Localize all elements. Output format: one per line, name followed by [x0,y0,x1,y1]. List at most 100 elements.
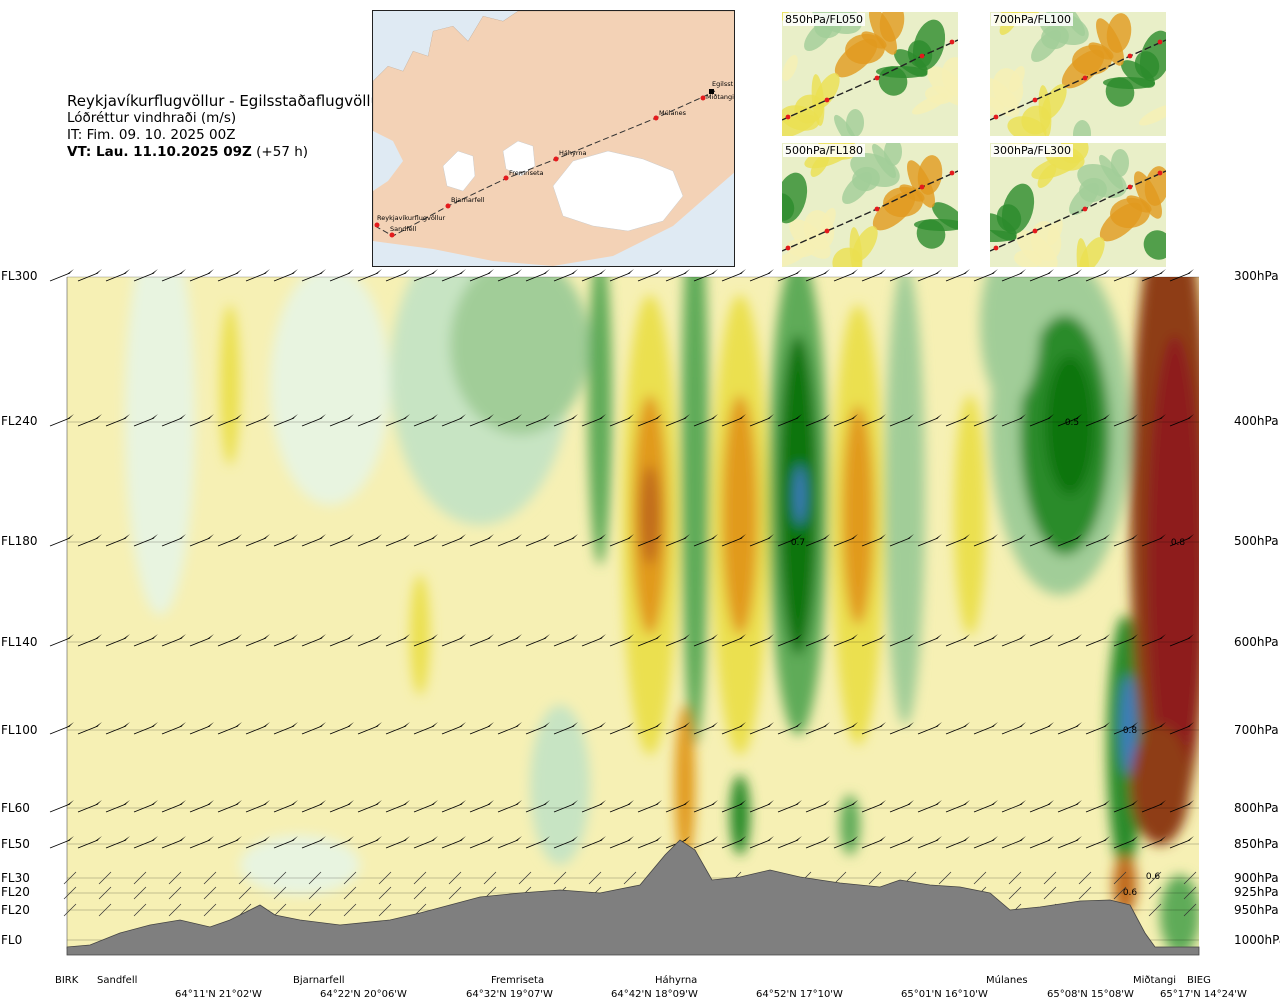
thumb-blob [1009,65,1025,93]
hpa-label-5: 800hPa [1234,801,1279,815]
wind-barb-100 [553,534,578,547]
wind-barb-292 [238,871,252,885]
wind-barb-224 [581,800,606,813]
thumb-waypoint [874,75,880,81]
wind-barb-226 [637,800,662,813]
wind-barb-313 [973,871,987,885]
wind-barb-40 [1169,269,1194,282]
thumb-500[interactable]: 500hPa/FL180 [782,143,958,267]
fl-label-4: FL100 [1,723,38,737]
wind-barb-188 [721,722,746,735]
wind-barb-212 [245,800,270,813]
wind-barb-71 [889,414,914,427]
wind-barb-326 [273,886,287,900]
wind-barb-79 [1113,414,1138,427]
wind-barb-45 [161,414,186,427]
wind-barb-153 [889,634,914,647]
thumb-blob [990,213,1018,241]
wind-barb-322 [133,886,147,900]
wind-barb-117 [1029,534,1054,547]
wind-barb-15 [469,269,494,282]
wind-barb-323 [168,886,182,900]
wind-barb-115 [973,534,998,547]
wind-barb-165 [77,722,102,735]
wind-barb-66 [749,414,774,427]
contour-blob-23 [980,277,1040,405]
wind-barb-29 [861,269,886,282]
wind-barb-106 [721,534,746,547]
fl-label-8: FL20 [1,885,30,899]
wind-barb-151 [833,634,858,647]
thumb-blob [782,172,808,224]
wind-barb-91 [301,534,326,547]
wind-barb-111 [861,534,886,547]
valid-time: VT: Lau. 11.10.2025 09Z (+57 h) [67,144,386,161]
thumb-850-label: 850hPa/FL050 [783,13,866,26]
wind-barb-325 [238,886,252,900]
init-time: IT: Fim. 09. 10. 2025 00Z [67,127,236,143]
contour-blob-12 [722,395,758,635]
wind-barb-239 [1001,800,1026,813]
value-labels: 0.5 0.7 0.8 0.8 0.6 0.6 [791,418,1186,898]
wind-barb-83 [77,534,102,547]
station-label-3: Fremriseta [491,975,545,986]
contour-blob-35 [240,835,360,895]
wind-barb-362 [378,903,392,917]
thumb-300[interactable]: 300hPa/FL300 [990,143,1166,267]
thumb-waypoint [1157,170,1163,176]
wind-barb-202 [1113,722,1138,735]
wind-barb-227 [665,800,690,813]
contour-blob-0 [125,277,195,615]
fl-label-1: FL240 [1,414,38,428]
wind-barb-262 [497,836,522,849]
thumb-blob [941,57,958,97]
wind-barb-24 [721,269,746,282]
wind-barb-84 [105,534,130,547]
valid-time-lead: (+57 h) [251,144,309,160]
wind-barb-22 [665,269,690,282]
chart-subtitle: Lóðréttur vindhraði (m/s) [67,110,237,126]
thumb-850[interactable]: 850hPa/FL050 [782,12,958,136]
wind-barb-96 [441,534,466,547]
wind-barb-80 [1141,414,1166,427]
wind-barb-352 [1183,886,1197,900]
wind-barb-201 [1085,722,1110,735]
wind-barb-264 [553,836,578,849]
wind-barb-104 [665,534,690,547]
map-sea-west [373,131,403,191]
thumb-blob [1047,218,1063,246]
wind-barb-4 [161,269,186,282]
wind-barb-267 [637,836,662,849]
hpa-label-2: 500hPa [1234,534,1279,548]
thumb-blob [1106,13,1132,53]
wind-barb-246 [49,836,74,849]
wind-barb-298 [448,871,462,885]
contour-blob-30 [675,705,695,865]
contour-blob-26 [1113,855,1137,915]
hpa-label-6: 850hPa [1234,837,1279,851]
thumb-blob [879,12,905,42]
route-map: Reykjavíkurflugvöllur Sandfell Bjarnarfe… [372,10,735,267]
wind-barb-275 [861,836,886,849]
wind-barb-35 [1029,269,1054,282]
map-label-egilsst: Egilsst [712,80,734,88]
wind-barb-206 [77,800,102,813]
thumb-blob [820,207,836,235]
thumb-700[interactable]: 700hPa/FL100 [990,12,1166,136]
wind-barb-133 [329,634,354,647]
wind-barb-285 [1141,836,1166,849]
wind-barb-348 [1043,886,1057,900]
waypoint-hahyrna [553,156,559,162]
wind-barb-163 [1169,634,1194,647]
wind-barb-47 [217,414,242,427]
map-label-midtangi: Miðtangi [706,93,734,101]
wind-barb-256 [329,836,354,849]
wind-barb-70 [861,414,886,427]
wind-barb-274 [833,836,858,849]
wind-barb-125 [105,634,130,647]
map-label-bjarnarfell: Bjarnarfell [451,196,485,204]
wind-barb-279 [973,836,998,849]
wind-barb-112 [889,534,914,547]
wind-barb-276 [889,836,914,849]
wind-barb-272 [777,836,802,849]
